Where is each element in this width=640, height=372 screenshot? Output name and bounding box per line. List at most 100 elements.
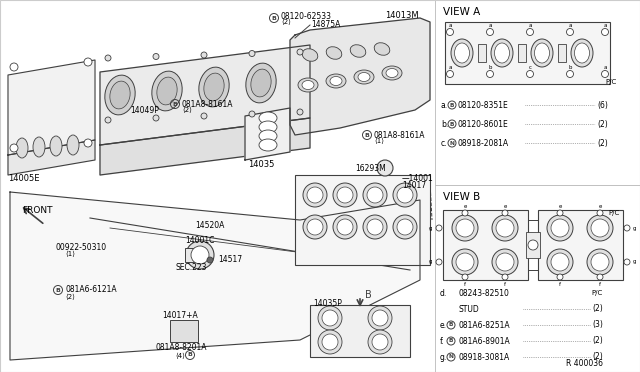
Circle shape (528, 240, 538, 250)
Text: g.: g. (440, 353, 447, 362)
Text: 14017: 14017 (402, 180, 426, 189)
Circle shape (84, 58, 92, 66)
Text: 14035P: 14035P (313, 298, 342, 308)
Ellipse shape (382, 66, 402, 80)
Circle shape (297, 49, 303, 55)
Text: P/C: P/C (609, 210, 620, 216)
Bar (170, 320, 198, 342)
Text: B: B (449, 323, 453, 327)
Text: 14017+A: 14017+A (162, 311, 198, 321)
Circle shape (447, 71, 454, 77)
Circle shape (566, 71, 573, 77)
Text: VIEW B: VIEW B (443, 192, 480, 202)
Text: g: g (633, 225, 637, 231)
Ellipse shape (451, 39, 473, 67)
Ellipse shape (374, 43, 390, 55)
Text: 08918-3081A: 08918-3081A (459, 353, 510, 362)
Text: a: a (568, 22, 572, 28)
Circle shape (297, 109, 303, 115)
Circle shape (307, 187, 323, 203)
Circle shape (436, 225, 442, 231)
Circle shape (557, 210, 563, 216)
Text: ⟨2⟩: ⟨2⟩ (182, 107, 192, 113)
Ellipse shape (152, 71, 182, 111)
Ellipse shape (534, 43, 550, 63)
Circle shape (201, 52, 207, 58)
Ellipse shape (454, 43, 470, 63)
Text: B: B (56, 288, 60, 292)
Text: 14049P: 14049P (130, 106, 159, 115)
Text: b.: b. (441, 119, 448, 128)
Text: 081A6-8251A: 081A6-8251A (459, 321, 511, 330)
Text: 081A6-6121A: 081A6-6121A (65, 285, 116, 295)
Ellipse shape (246, 63, 276, 103)
Text: e: e (598, 203, 602, 208)
Text: 081A8-8161A: 081A8-8161A (374, 131, 426, 140)
Circle shape (597, 210, 603, 216)
Bar (435, 185, 640, 372)
Ellipse shape (326, 47, 342, 59)
Ellipse shape (199, 67, 229, 107)
Text: B: B (449, 339, 453, 343)
Text: e: e (503, 203, 507, 208)
Ellipse shape (105, 75, 135, 115)
Circle shape (624, 259, 630, 265)
Circle shape (322, 334, 338, 350)
Text: 14005E: 14005E (8, 173, 40, 183)
Circle shape (153, 115, 159, 121)
Text: P/C: P/C (605, 79, 617, 85)
Circle shape (377, 160, 393, 176)
Circle shape (602, 29, 609, 35)
Polygon shape (8, 60, 95, 155)
Circle shape (372, 334, 388, 350)
Circle shape (492, 249, 518, 275)
Text: ⟨1⟩: ⟨1⟩ (65, 251, 75, 257)
Ellipse shape (251, 69, 271, 97)
Circle shape (318, 306, 342, 330)
Text: e.: e. (440, 321, 447, 330)
Text: (2): (2) (597, 119, 608, 128)
Text: 08243-82510: 08243-82510 (459, 289, 510, 298)
Polygon shape (245, 108, 290, 160)
Text: 08120-8601E: 08120-8601E (458, 119, 509, 128)
Text: 08120-62533: 08120-62533 (281, 12, 332, 20)
Text: B: B (365, 132, 369, 138)
Ellipse shape (259, 130, 277, 142)
Ellipse shape (491, 39, 513, 67)
Text: g: g (633, 260, 637, 264)
Text: 14001C: 14001C (185, 235, 214, 244)
Circle shape (527, 29, 534, 35)
Circle shape (337, 187, 353, 203)
Text: (6): (6) (597, 100, 608, 109)
Circle shape (591, 219, 609, 237)
Circle shape (207, 257, 213, 263)
Text: a: a (604, 64, 607, 70)
Circle shape (452, 215, 478, 241)
Circle shape (397, 187, 413, 203)
Circle shape (597, 274, 603, 280)
Circle shape (624, 225, 630, 231)
Polygon shape (8, 140, 95, 175)
Circle shape (456, 219, 474, 237)
Text: a: a (448, 64, 452, 70)
Polygon shape (100, 118, 310, 175)
Text: B: B (450, 103, 454, 108)
Text: (2): (2) (592, 305, 603, 314)
Circle shape (105, 55, 111, 61)
Text: f: f (464, 282, 466, 286)
Text: STUD: STUD (459, 305, 480, 314)
Ellipse shape (302, 80, 314, 90)
Circle shape (307, 219, 323, 235)
Ellipse shape (16, 138, 28, 158)
Circle shape (527, 71, 534, 77)
Circle shape (551, 219, 569, 237)
Ellipse shape (50, 136, 62, 156)
Text: ⟨4⟩: ⟨4⟩ (175, 353, 185, 359)
Circle shape (496, 219, 514, 237)
Text: ⟨2⟩: ⟨2⟩ (281, 19, 291, 25)
Circle shape (587, 215, 613, 241)
Circle shape (363, 215, 387, 239)
Text: FRONT: FRONT (22, 205, 52, 215)
Bar (310, 305, 410, 357)
Circle shape (486, 29, 493, 35)
